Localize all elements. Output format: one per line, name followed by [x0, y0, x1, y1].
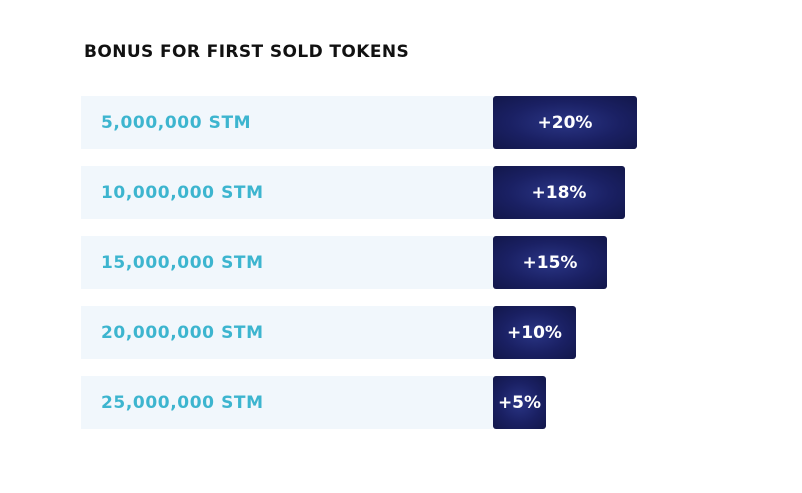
bonus-bar: +15%	[493, 236, 607, 289]
bonus-value-label: +10%	[507, 322, 562, 343]
bonus-row: 10,000,000 STM +18%	[81, 166, 701, 219]
bonus-bar: +18%	[493, 166, 625, 219]
bonus-value-label: +18%	[531, 182, 587, 203]
bonus-row: 5,000,000 STM +20%	[81, 96, 701, 149]
bonus-bar: +20%	[493, 96, 637, 149]
bonus-value-label: +5%	[497, 392, 542, 413]
bonus-row: 15,000,000 STM +15%	[81, 236, 701, 289]
token-amount-label: 15,000,000 STM	[81, 236, 493, 289]
page-title: BONUS FOR FIRST SOLD TOKENS	[84, 42, 410, 62]
bonus-bar: +5%	[493, 376, 546, 429]
bonus-value-label: +15%	[522, 252, 578, 273]
token-amount-label: 10,000,000 STM	[81, 166, 493, 219]
token-amount-label: 5,000,000 STM	[81, 96, 493, 149]
token-amount-label: 25,000,000 STM	[81, 376, 493, 429]
bonus-value-label: +20%	[537, 112, 593, 133]
bonus-row: 20,000,000 STM +10%	[81, 306, 701, 359]
bonus-row: 25,000,000 STM +5%	[81, 376, 701, 429]
bonus-bar: +10%	[493, 306, 576, 359]
bonus-chart: 5,000,000 STM +20% 10,000,000 STM +18% 1…	[81, 96, 701, 446]
token-amount-label: 20,000,000 STM	[81, 306, 493, 359]
